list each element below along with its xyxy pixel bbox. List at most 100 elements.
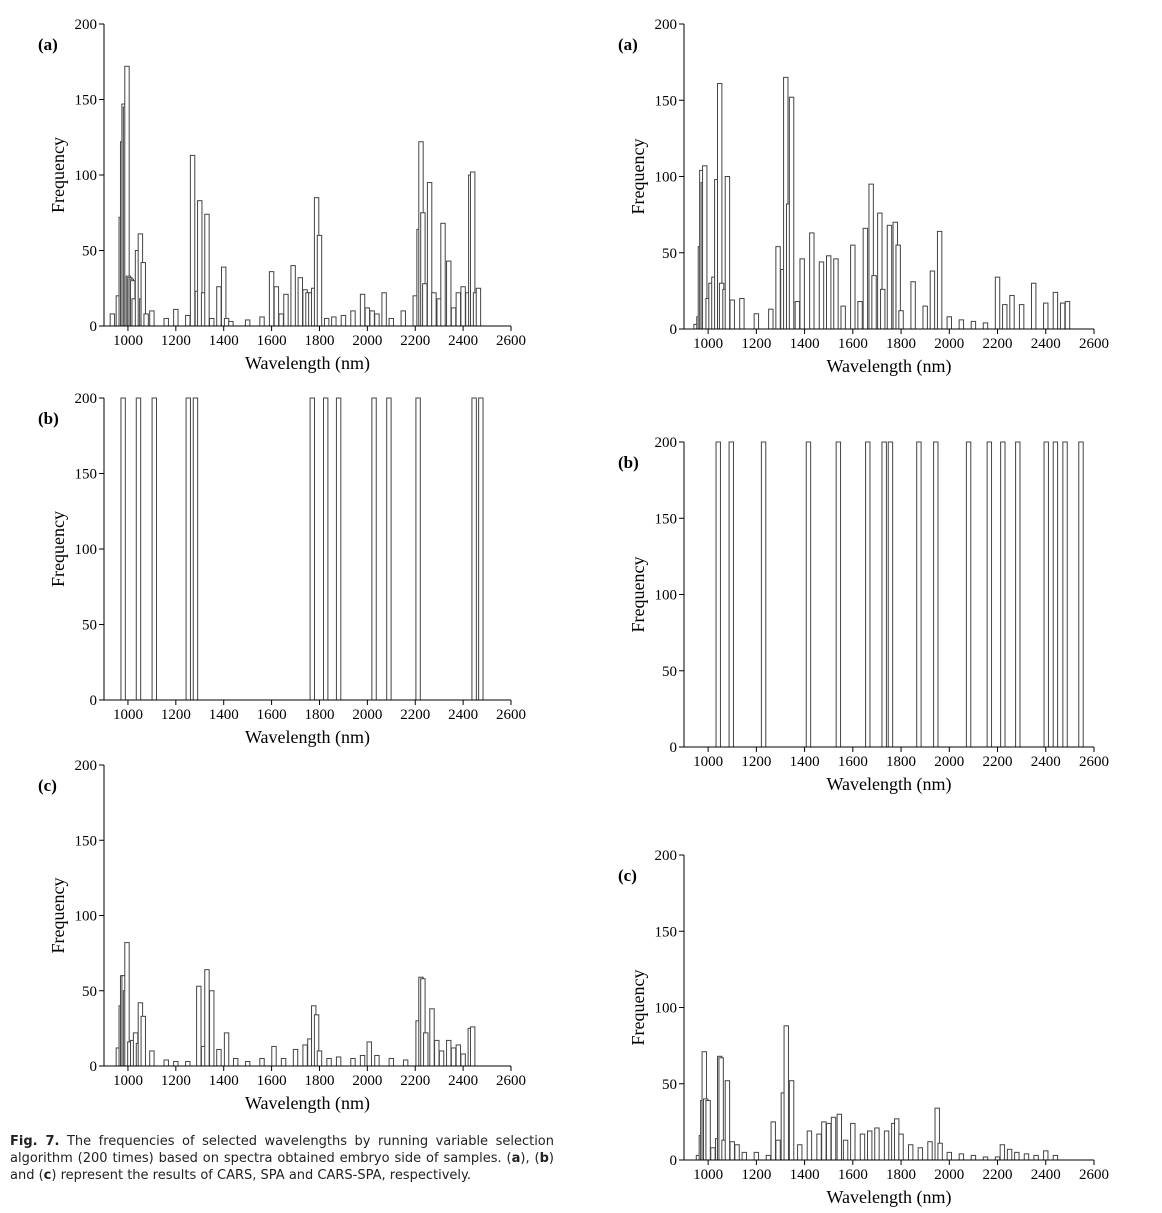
chart-left-b-bar <box>120 397 126 701</box>
chart-left-a-x-tick-label: 1600 <box>257 333 287 349</box>
chart-right-a-x-tick-label: 2400 <box>1031 336 1061 352</box>
chart-right-a-x-tick-label: 1200 <box>741 336 771 352</box>
chart-left-a-bar <box>426 182 433 327</box>
chart-left-b-bar <box>471 397 477 701</box>
chart-right-c-bar <box>788 1080 795 1161</box>
chart-right-c-bar <box>830 1116 837 1161</box>
chart-right-c-bar <box>724 1080 731 1161</box>
chart-left-a-bar <box>228 320 234 327</box>
chart-right-c-bar <box>1006 1148 1013 1161</box>
chart-right-b-bar <box>933 441 939 748</box>
chart-right-c-bar <box>1033 1154 1039 1161</box>
caption-text-1: The frequencies of selected wavelengths … <box>10 1134 554 1166</box>
chart-left-c-bar <box>196 985 202 1067</box>
chart-right-a-bar <box>1064 301 1071 330</box>
chart-left-a-y-tick-label: 100 <box>75 168 98 184</box>
chart-left-a-x-tick-label: 1400 <box>209 333 239 349</box>
chart-left-a-bar <box>422 283 428 327</box>
chart-right-a-bar <box>910 281 916 330</box>
chart-right-c-bar <box>729 1141 735 1161</box>
chart-right-a-bar <box>1002 304 1008 330</box>
chart-left-a-bar <box>244 319 251 327</box>
chart-right-a-y-tick-label: 50 <box>662 246 677 262</box>
chart-left-a-x-tick-label: 1200 <box>161 333 191 349</box>
chart-left-a-bar <box>450 307 457 327</box>
chart-left-c-bar <box>209 990 215 1067</box>
chart-left-a-bar <box>149 310 155 327</box>
chart-right-b-x-tick-label: 2600 <box>1079 754 1109 770</box>
chart-right-c-bar <box>816 1133 822 1161</box>
chart-left-b-bar <box>151 397 157 701</box>
chart-right-b-y-tick-label: 100 <box>655 588 678 604</box>
chart-right-a-panel-label: (a) <box>618 35 638 54</box>
chart-left-b-bar <box>309 397 315 701</box>
chart-left-c-bar <box>244 1060 251 1067</box>
chart-left-c-bar <box>455 1044 462 1067</box>
chart-right-a-bar <box>871 275 877 330</box>
chart-left-a-bar <box>273 286 280 327</box>
chart-right-a-bar <box>929 270 936 330</box>
chart-left-a-y-tick-label: 0 <box>90 319 98 335</box>
chart-left-c-bar <box>374 1054 380 1067</box>
chart-left-c-bar <box>350 1057 356 1067</box>
chart-left-a-x-tick-label: 2000 <box>352 333 382 349</box>
chart-right-a-bar <box>724 176 731 330</box>
chart-left-c-panel-label: (c) <box>38 776 57 795</box>
chart-left-a-x-tick-label: 2200 <box>400 333 430 349</box>
chart-right-a-bar <box>809 232 815 330</box>
chart-right-b-x-tick-label: 1200 <box>741 754 771 770</box>
chart-left-a-bar <box>340 314 347 327</box>
chart-left-b-bar <box>135 397 142 701</box>
chart-right-a-y-tick-label: 150 <box>655 93 678 109</box>
chart-right-a-bar <box>958 319 965 330</box>
chart-right-c-x-tick-label: 2600 <box>1079 1167 1109 1183</box>
chart-left-c-bar <box>388 1057 394 1067</box>
chart-right-a-bar <box>768 308 774 330</box>
chart-right-a-bar <box>857 301 863 330</box>
chart-left-a-bar <box>290 265 296 327</box>
chart-left-a-bar <box>189 154 196 327</box>
chart-left-c-bar <box>280 1057 287 1067</box>
chart-left-a: 0 50 100 150 200 1000 1200 1400 1600 1800 2000 2200… <box>38 17 526 374</box>
chart-right-b-bar <box>1043 441 1049 748</box>
chart-right-c-bar <box>883 1130 890 1161</box>
chart-left-a-bar <box>109 313 116 327</box>
chart-left-c-bar <box>216 1048 222 1067</box>
chart-right-c-y-tick-label: 100 <box>655 1001 678 1017</box>
chart-left-c-x-tick-label: 1000 <box>113 1073 143 1089</box>
chart-right-a-bar <box>922 305 928 330</box>
chart-left-a-x-axis-title: Wavelength (nm) <box>245 353 370 374</box>
caption-text-2: ), ( <box>520 1151 540 1166</box>
chart-right-a-x-tick-label: 1400 <box>790 336 820 352</box>
chart-right-b-bar <box>760 441 767 748</box>
chart-right-c-bar <box>908 1144 914 1161</box>
chart-right-a-bar <box>753 313 760 330</box>
chart-right-a-x-tick-label: 1000 <box>693 336 723 352</box>
chart-left-a-bar <box>278 313 284 327</box>
chart-right-b: 0 50 100 150 200 1000 1200 1400 1600 1800 2000 2200… <box>618 435 1109 795</box>
chart-right-c-bar <box>826 1122 832 1161</box>
chart-left-b-bar <box>185 397 191 701</box>
chart-right-c-bar <box>783 1025 789 1161</box>
chart-left-b-x-tick-label: 1800 <box>304 707 334 723</box>
chart-right-b-x-tick-label: 2000 <box>934 754 964 770</box>
chart-right-c-bar <box>898 1133 904 1161</box>
chart-right-b-x-tick-label: 2400 <box>1031 754 1061 770</box>
chart-left-b-y-tick-label: 200 <box>75 391 98 407</box>
chart-right-a-x-tick-label: 2600 <box>1079 336 1109 352</box>
chart-right-c-x-axis-title: Wavelength (nm) <box>826 1187 951 1208</box>
chart-right-b-x-tick-label: 1600 <box>838 754 868 770</box>
chart-left-c-bar <box>259 1057 265 1067</box>
chart-left-b-x-tick-label: 1600 <box>257 707 287 723</box>
chart-left-a-bar <box>440 222 446 327</box>
chart-right-b-x-tick-label: 1000 <box>693 754 723 770</box>
chart-left-c-y-axis-title: Frequency <box>48 878 68 954</box>
chart-right-a-y-tick-label: 100 <box>655 170 678 186</box>
chart-left-c-y-tick-label: 50 <box>82 984 97 1000</box>
chart-right-c-bar <box>850 1122 856 1161</box>
chart-left-a-bar <box>316 234 323 327</box>
chart-left-a-panel-label: (a) <box>38 35 58 54</box>
chart-right-a-bar <box>862 227 869 330</box>
chart-left-a-bar <box>283 293 289 327</box>
chart-right-a-bar <box>1031 282 1037 330</box>
